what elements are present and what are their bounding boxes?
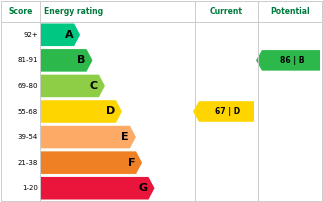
Text: F: F — [128, 158, 135, 168]
Polygon shape — [40, 23, 80, 46]
Polygon shape — [40, 177, 154, 200]
Text: Current: Current — [210, 7, 243, 16]
Text: 92+: 92+ — [23, 32, 38, 38]
Text: 21-38: 21-38 — [18, 160, 38, 166]
Polygon shape — [40, 151, 142, 174]
Text: C: C — [90, 81, 98, 91]
Text: E: E — [121, 132, 129, 142]
Polygon shape — [193, 101, 254, 122]
Polygon shape — [40, 126, 136, 148]
Text: 81-91: 81-91 — [17, 57, 38, 63]
Text: Score: Score — [8, 7, 33, 16]
Text: Energy rating: Energy rating — [44, 7, 103, 16]
Text: Potential: Potential — [270, 7, 310, 16]
Text: D: D — [106, 106, 115, 117]
Polygon shape — [40, 75, 105, 97]
Text: B: B — [77, 55, 86, 65]
Polygon shape — [40, 100, 122, 123]
Polygon shape — [40, 49, 92, 72]
Text: A: A — [65, 30, 73, 40]
Text: 86 | B: 86 | B — [280, 56, 304, 65]
Polygon shape — [256, 50, 320, 71]
Text: 67 | D: 67 | D — [215, 107, 240, 116]
Text: G: G — [138, 183, 148, 193]
Text: 1-20: 1-20 — [22, 185, 38, 191]
Text: 55-68: 55-68 — [18, 108, 38, 115]
Text: 69-80: 69-80 — [17, 83, 38, 89]
Text: 39-54: 39-54 — [18, 134, 38, 140]
